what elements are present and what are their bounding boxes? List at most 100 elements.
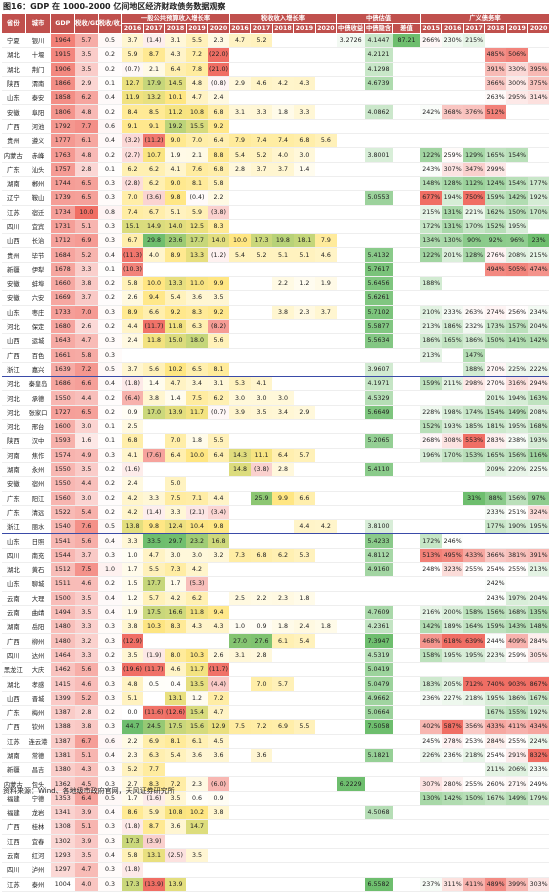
table-cell bbox=[315, 33, 337, 49]
table-cell: 6.2 bbox=[121, 162, 144, 177]
table-cell: 5.1 bbox=[164, 205, 187, 220]
table-cell bbox=[527, 862, 550, 878]
table-cell: 24.5 bbox=[143, 719, 165, 735]
table-cell: (19.6) bbox=[121, 662, 144, 678]
table-cell bbox=[336, 62, 365, 77]
table-cell bbox=[484, 805, 507, 821]
table-cell bbox=[527, 662, 550, 678]
table-cell bbox=[315, 819, 337, 835]
table-cell bbox=[293, 734, 316, 749]
table-cell: 4.0 bbox=[74, 877, 99, 892]
table-cell: 4.5 bbox=[207, 734, 230, 749]
data-table: 省份城市GDP税收/GDP税收/收入一般公共预算收入增长率税收收入增长率中债估值… bbox=[1, 13, 550, 892]
table-cell: 1540 bbox=[50, 519, 75, 535]
table-cell bbox=[420, 819, 442, 835]
table-cell bbox=[336, 276, 365, 292]
table-cell: 391% bbox=[527, 548, 550, 563]
table-cell bbox=[441, 348, 464, 363]
table-cell bbox=[463, 505, 485, 521]
table-cell bbox=[441, 262, 464, 278]
table-cell: 23.6 bbox=[164, 233, 187, 249]
table-cell: 226% bbox=[420, 748, 442, 764]
table-cell: 12.5 bbox=[186, 219, 208, 235]
table-cell bbox=[420, 119, 442, 135]
table-cell bbox=[272, 219, 294, 235]
table-cell bbox=[229, 848, 251, 864]
table-cell: 9.1 bbox=[121, 119, 144, 135]
table-cell bbox=[250, 705, 273, 721]
table-cell: 0.2 bbox=[98, 390, 122, 406]
table-cell: 9.4 bbox=[143, 290, 165, 306]
table-cell bbox=[336, 348, 365, 363]
table-cell bbox=[336, 419, 365, 435]
table-cell: 1906 bbox=[50, 62, 75, 77]
table-cell: 长治 bbox=[25, 233, 51, 249]
table-cell bbox=[392, 262, 421, 278]
table-cell: 6.2 bbox=[186, 591, 208, 606]
table-cell bbox=[272, 433, 294, 449]
table-cell bbox=[207, 633, 230, 649]
table-cell: 7.5 bbox=[186, 390, 208, 406]
table-cell: 7.7 bbox=[74, 119, 99, 135]
table-cell: 0.4 bbox=[98, 247, 122, 263]
table-cell: 4.2 bbox=[272, 76, 294, 92]
table-cell: 553% bbox=[463, 433, 485, 449]
table-cell bbox=[186, 762, 208, 778]
table-cell: 5.5877 bbox=[364, 319, 393, 335]
table-cell bbox=[272, 119, 294, 135]
table-cell: 208% bbox=[527, 405, 550, 421]
table-cell bbox=[293, 62, 316, 77]
table-cell bbox=[315, 376, 337, 392]
table-cell: 233% bbox=[484, 505, 507, 521]
header-cell: GDP bbox=[50, 13, 76, 34]
table-cell bbox=[336, 147, 365, 163]
table-cell bbox=[293, 219, 316, 235]
table-cell bbox=[229, 748, 251, 764]
table-cell: 0.2 bbox=[98, 147, 122, 163]
table-cell bbox=[392, 390, 421, 406]
table-cell: 0.3 bbox=[98, 719, 122, 735]
table-cell bbox=[250, 176, 273, 192]
table-cell bbox=[420, 505, 442, 521]
table-cell: 7.9 bbox=[315, 233, 337, 249]
table-cell: 9.2 bbox=[207, 119, 230, 135]
table-cell: 16.6 bbox=[164, 605, 187, 621]
table-cell bbox=[336, 834, 365, 849]
table-cell bbox=[336, 162, 365, 177]
table-cell bbox=[420, 762, 442, 778]
table-cell: 6.2 bbox=[143, 162, 165, 177]
table-row: 安徽 阜阳 1806 4.8 0.2 8.4 8.5 11.2 10.8 6.8 3.1 3.3 1.8… bbox=[1, 104, 550, 120]
table-cell bbox=[315, 76, 337, 92]
table-cell: 7.9 bbox=[229, 133, 251, 149]
table-cell: 0.2 bbox=[98, 319, 122, 335]
table-cell: 浙江 bbox=[1, 519, 26, 535]
table-cell: 330% bbox=[506, 62, 528, 77]
table-cell: 1964 bbox=[50, 33, 75, 49]
table-cell bbox=[207, 834, 230, 849]
table-cell bbox=[336, 619, 365, 635]
table-cell bbox=[272, 361, 294, 378]
table-cell: 11.2 bbox=[164, 104, 187, 120]
table-cell: 6.4 bbox=[207, 448, 230, 463]
table-cell: 253% bbox=[463, 734, 485, 749]
table-cell: 7.6 bbox=[186, 162, 208, 177]
table-cell bbox=[364, 505, 393, 521]
table-row: 四川 宜宾 1731 5.1 0.3 15.1 14.9 14.0 12.5 8.3 172% 131… bbox=[1, 219, 550, 235]
table-cell bbox=[315, 476, 337, 492]
table-cell bbox=[207, 419, 230, 435]
table-cell: 0.2 bbox=[98, 62, 122, 77]
table-cell: 7.1 bbox=[186, 491, 208, 506]
table-cell: 173% bbox=[484, 319, 507, 335]
table-row: 广西 百色 1661 5.8 0.3 213% 147% bbox=[1, 348, 550, 363]
table-cell bbox=[392, 748, 421, 764]
table-cell bbox=[420, 262, 442, 278]
table-cell: 5.1 bbox=[293, 247, 316, 263]
table-cell: 3.6 bbox=[250, 748, 273, 764]
table-cell: 河北 bbox=[1, 376, 26, 392]
table-cell bbox=[420, 62, 442, 77]
table-cell bbox=[392, 605, 421, 621]
table-cell: 1.8 bbox=[186, 433, 208, 449]
table-cell bbox=[293, 176, 316, 192]
table-cell: 324% bbox=[527, 505, 550, 521]
table-cell: 9.8 bbox=[143, 519, 165, 535]
